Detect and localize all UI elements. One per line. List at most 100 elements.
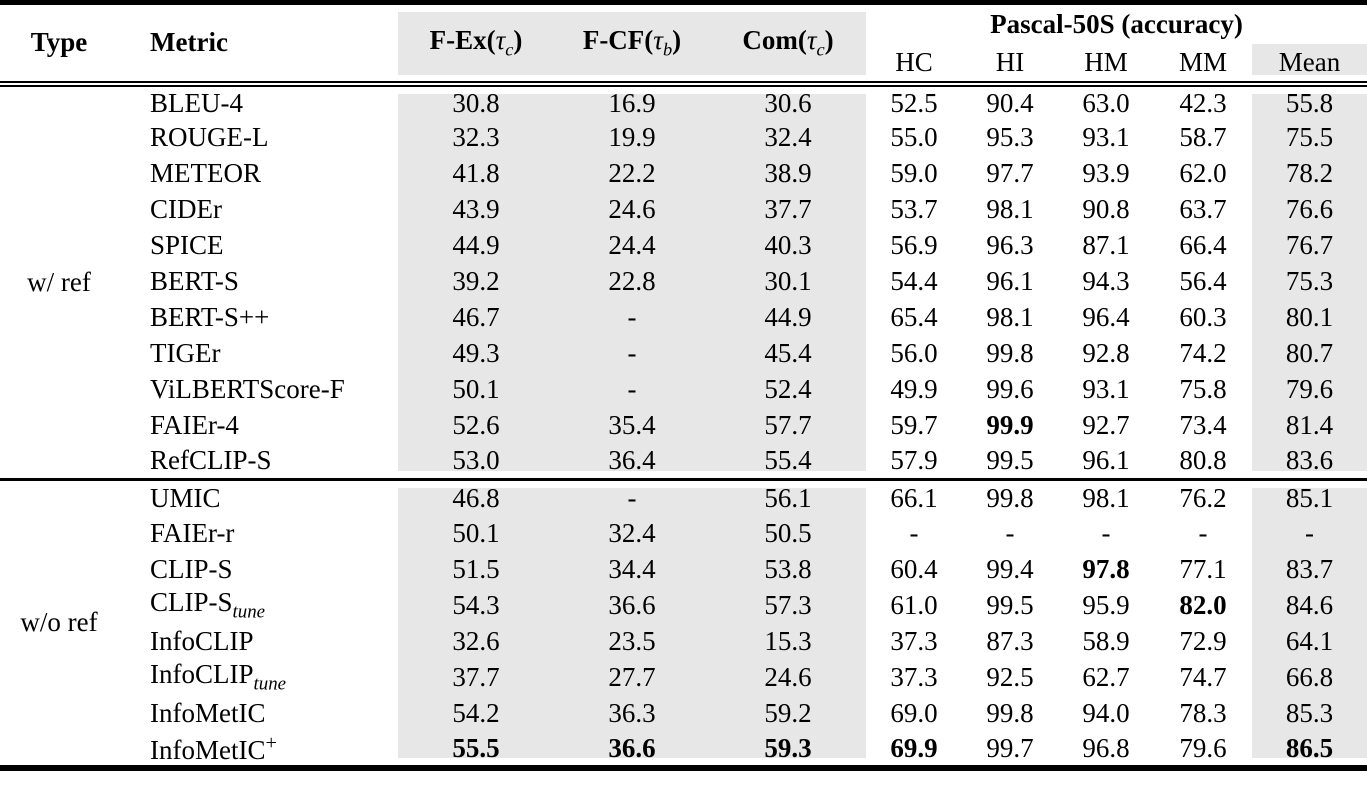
cell-fcf: - bbox=[554, 335, 710, 372]
cell-fcf: 32.4 bbox=[554, 515, 710, 552]
cell-fex: 41.8 bbox=[398, 155, 554, 192]
cell-fcf: - bbox=[554, 299, 710, 336]
cell-fcf: - bbox=[554, 371, 710, 408]
cell-mean: 85.3 bbox=[1252, 695, 1367, 732]
metric-label: METEOR bbox=[150, 158, 261, 188]
metric-name: ROUGE-L bbox=[118, 120, 398, 156]
cell-mm: - bbox=[1198, 518, 1208, 548]
cell-fex: 32.6 bbox=[398, 623, 554, 660]
table-row: CLIP-Stune 54.3 36.6 57.3 61.0 99.5 95.9… bbox=[0, 587, 1367, 624]
table-row: InfoCLIPtune 37.7 27.7 24.6 37.3 92.5 62… bbox=[0, 659, 1367, 696]
cell-fex: 39.2 bbox=[398, 263, 554, 300]
metric-label: RefCLIP-S bbox=[150, 445, 272, 476]
cell-hc: - bbox=[909, 518, 919, 548]
table-row: ROUGE-L 32.3 19.9 32.4 55.0 95.3 93.1 58… bbox=[0, 119, 1367, 156]
cell-mean: 83.7 bbox=[1252, 551, 1367, 588]
cell-fcf: 36.4 bbox=[554, 443, 710, 480]
label-text: ) bbox=[672, 24, 682, 55]
cell-hm: 90.8 bbox=[1082, 194, 1130, 224]
cell-mm: 82.0 bbox=[1179, 590, 1227, 620]
cell-com: 55.4 bbox=[710, 443, 866, 480]
cell-hm: 63.0 bbox=[1082, 87, 1130, 118]
cell-fcf: 36.3 bbox=[554, 695, 710, 732]
cell-mean: 64.1 bbox=[1252, 623, 1367, 660]
cell-mm: 42.3 bbox=[1179, 87, 1227, 118]
cell-hi: 99.5 bbox=[986, 590, 1034, 620]
cell-hc: 61.0 bbox=[890, 590, 938, 620]
cell-hi: 99.7 bbox=[986, 732, 1034, 763]
metric-label: FAIEr-4 bbox=[150, 410, 239, 440]
cell-hc: 56.0 bbox=[890, 338, 938, 368]
cell-fex: 44.9 bbox=[398, 227, 554, 264]
metric-label: BLEU-4 bbox=[150, 87, 243, 118]
cell-hi: 99.9 bbox=[986, 410, 1034, 440]
cell-com: 37.7 bbox=[710, 191, 866, 228]
cell-hm: 93.9 bbox=[1082, 158, 1130, 188]
metric-label: InfoCLIP bbox=[150, 626, 254, 656]
cell-fex: 30.8 bbox=[398, 83, 554, 120]
cell-hc: 57.9 bbox=[890, 445, 938, 476]
cell-hc: 69.9 bbox=[890, 732, 938, 763]
cell-com: 56.1 bbox=[710, 479, 866, 516]
cell-hm: 94.3 bbox=[1082, 266, 1130, 296]
metric-name: CLIP-S bbox=[118, 552, 398, 588]
cell-mm: 60.3 bbox=[1179, 302, 1227, 332]
cell-com: 30.6 bbox=[710, 83, 866, 120]
cell-fcf: 22.2 bbox=[554, 155, 710, 192]
cell-hc: 60.4 bbox=[890, 554, 938, 584]
metric-label: BERT-S bbox=[150, 266, 239, 296]
metric-name: BERT-S bbox=[118, 264, 398, 300]
col-header-com: Com(τc) bbox=[710, 2, 866, 84]
metric-label: CLIP-S bbox=[150, 587, 233, 617]
metric-name: FAIEr-4 bbox=[118, 408, 398, 444]
metric-name: CIDEr bbox=[118, 192, 398, 228]
metric-name: TIGEr bbox=[118, 336, 398, 372]
cell-fcf: 22.8 bbox=[554, 263, 710, 300]
cell-mm: 80.8 bbox=[1179, 445, 1227, 476]
metric-name: FAIEr-r bbox=[118, 516, 398, 552]
metric-label: TIGEr bbox=[150, 338, 221, 368]
cell-fex: 54.3 bbox=[398, 587, 554, 624]
label-text: ) bbox=[513, 24, 523, 55]
cell-fcf: 23.5 bbox=[554, 623, 710, 660]
col-header-mean: Mean bbox=[1252, 43, 1367, 84]
col-header-hc: HC bbox=[895, 46, 933, 77]
type-label: w/ ref bbox=[27, 266, 91, 297]
cell-com: 32.4 bbox=[710, 119, 866, 156]
cell-mean: 80.7 bbox=[1252, 335, 1367, 372]
metric-label: ViLBERTScore-F bbox=[150, 374, 345, 404]
col-header-type: Type bbox=[30, 27, 88, 58]
table-row: w/ ref BLEU-4 30.8 16.9 30.6 52.5 90.4 6… bbox=[0, 83, 1367, 295]
cell-fex: 46.8 bbox=[398, 479, 554, 516]
cell-fex: 52.6 bbox=[398, 407, 554, 444]
cell-hc: 59.7 bbox=[890, 410, 938, 440]
cell-hi: 99.8 bbox=[986, 482, 1034, 513]
table-row: InfoMetIC+ 55.5 36.6 59.3 69.9 99.7 96.8… bbox=[0, 731, 1367, 768]
cell-hc: 69.0 bbox=[890, 698, 938, 728]
tau-symbol: τ bbox=[653, 24, 663, 55]
cell-mm: 78.3 bbox=[1179, 698, 1227, 728]
cell-hm: 87.1 bbox=[1082, 230, 1130, 260]
cell-hm: 62.7 bbox=[1082, 662, 1130, 692]
cell-mean: 78.2 bbox=[1252, 155, 1367, 192]
metric-subscript: tune bbox=[232, 601, 266, 623]
cell-mean: 85.1 bbox=[1252, 479, 1367, 516]
cell-com: 57.3 bbox=[710, 587, 866, 624]
cell-hi: 96.3 bbox=[986, 230, 1034, 260]
metric-label: InfoCLIP bbox=[150, 659, 254, 689]
cell-hm: 96.8 bbox=[1082, 732, 1130, 763]
cell-hm: 98.1 bbox=[1082, 482, 1130, 513]
cell-com: 52.4 bbox=[710, 371, 866, 408]
cell-fcf: 19.9 bbox=[554, 119, 710, 156]
cell-fex: 51.5 bbox=[398, 551, 554, 588]
cell-hm: 94.0 bbox=[1082, 698, 1130, 728]
col-header-fcf: F-CF(τb) bbox=[554, 2, 710, 84]
cell-mean: 84.6 bbox=[1252, 587, 1367, 624]
cell-hi: 98.1 bbox=[986, 194, 1034, 224]
section-without-ref: w/o ref UMIC 46.8 - 56.1 66.1 99.8 98.1 … bbox=[0, 479, 1367, 768]
cell-com: 15.3 bbox=[710, 623, 866, 660]
metric-name: BLEU-4 bbox=[118, 84, 398, 120]
cell-mm: 76.2 bbox=[1179, 482, 1227, 513]
cell-com: 57.7 bbox=[710, 407, 866, 444]
cell-hc: 56.9 bbox=[890, 230, 938, 260]
